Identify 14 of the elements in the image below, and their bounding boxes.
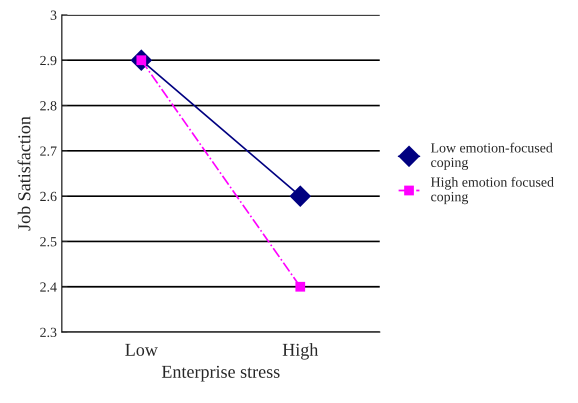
- y-tick-label: 3: [50, 10, 56, 20]
- y-tick-label: 2.9: [40, 56, 56, 66]
- y-tick-label: 2.8: [40, 101, 56, 111]
- y-tick-label: 2.4: [40, 282, 57, 292]
- x-tick-label: Low: [125, 344, 158, 356]
- x-tick-label: High: [282, 343, 318, 360]
- y-tick-label: 2.6: [40, 192, 57, 202]
- legend-label: Low emotion-focused coping: [430, 142, 553, 170]
- y-tick-label: 2.5: [40, 237, 56, 246]
- x-axis-title: Enterprise stress: [162, 366, 280, 382]
- y-axis-title: Job Satisfaction: [18, 116, 30, 231]
- legend-label: High emotion focused coping: [430, 176, 554, 204]
- y-tick-label: 2.7: [40, 146, 57, 156]
- y-tick-label: 2.3: [40, 328, 56, 338]
